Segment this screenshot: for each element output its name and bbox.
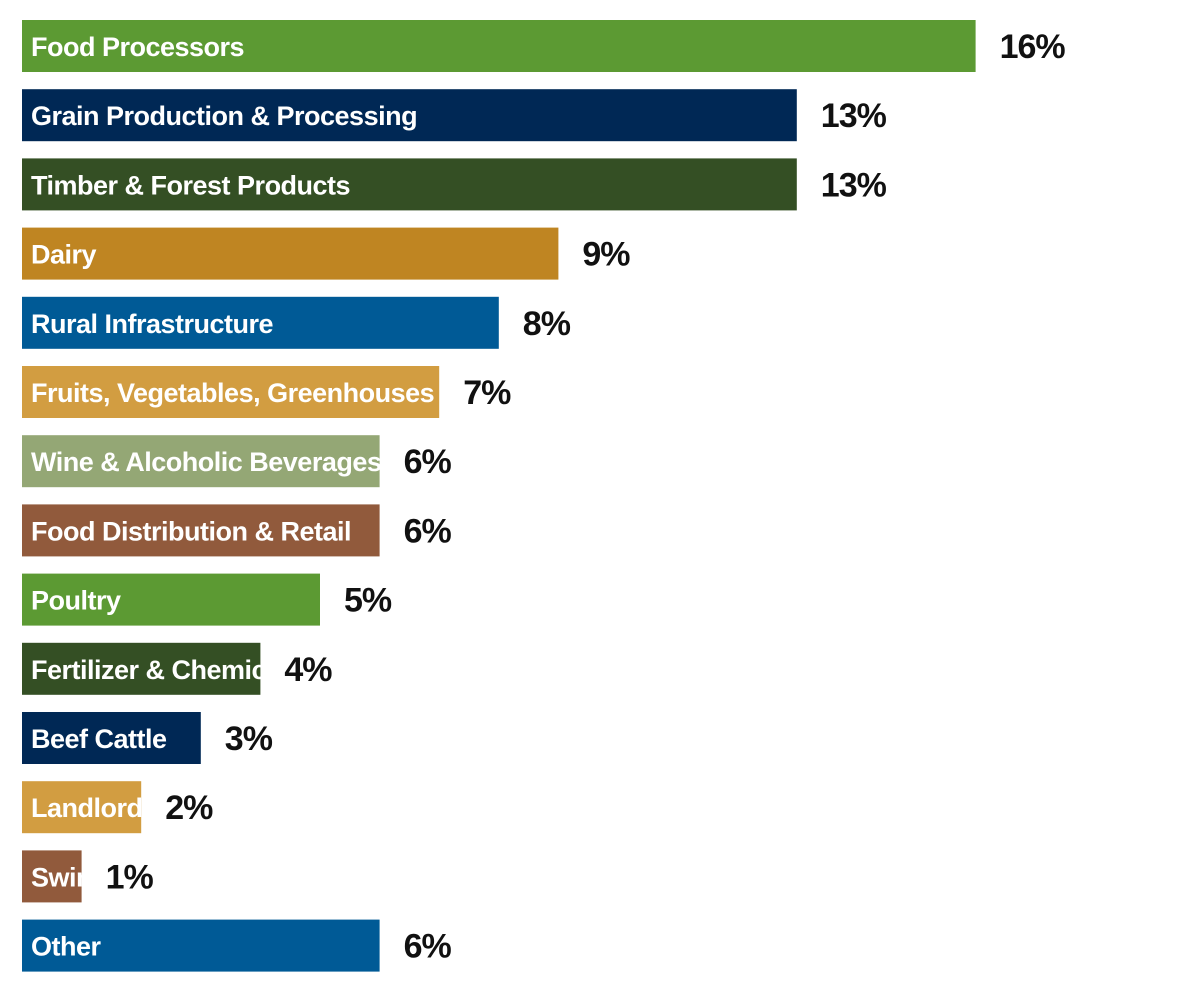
value-label-12: 1% [106,858,154,896]
value-label-13: 6% [404,928,452,966]
category-label-13: Other [31,932,102,962]
category-label-9: Fertilizer & Chemicals [31,655,302,685]
bar-9 [22,642,261,695]
category-label-8: Poultry [31,586,121,616]
bar-8 [22,573,320,626]
category-label-12: Swine [31,862,107,892]
category-label-10: Beef Cattle [31,724,167,754]
value-label-4: 8% [523,305,571,343]
value-label-3: 9% [582,236,630,274]
bar-6 [22,435,380,488]
bar-4 [22,296,499,349]
bar-1 [22,89,797,142]
category-label-5: Fruits, Vegetables, Greenhouses [31,378,434,408]
bar-5 [22,366,440,418]
value-label-8: 5% [344,582,392,620]
bar-3 [22,227,559,280]
category-label-11: Landlord [31,793,143,823]
bar-0 [22,20,976,72]
value-label-10: 3% [225,720,273,758]
value-label-2: 13% [821,166,887,204]
value-label-0: 16% [1000,28,1066,66]
value-label-9: 4% [284,651,332,689]
category-label-1: Grain Production & Processing [31,101,417,131]
value-label-11: 2% [165,789,213,827]
category-label-4: Rural Infrastructure [31,309,274,339]
bar-13 [22,919,380,972]
value-label-6: 6% [404,443,452,481]
category-label-0: Food Processors [31,32,244,62]
bar-2 [22,158,797,211]
bar-7 [22,504,380,557]
bar-10 [22,712,201,764]
bar-12 [22,850,82,903]
value-label-1: 13% [821,97,887,135]
category-label-2: Timber & Forest Products [31,170,350,200]
value-label-7: 6% [404,512,452,550]
category-label-3: Dairy [31,240,97,270]
category-label-7: Food Distribution & Retail [31,516,351,546]
value-label-5: 7% [463,374,511,412]
category-label-6: Wine & Alcoholic Beverages [31,447,381,477]
bars-group: Food Processors 16% Grain Production & Pro… [22,20,1066,972]
bar-11 [22,781,142,834]
